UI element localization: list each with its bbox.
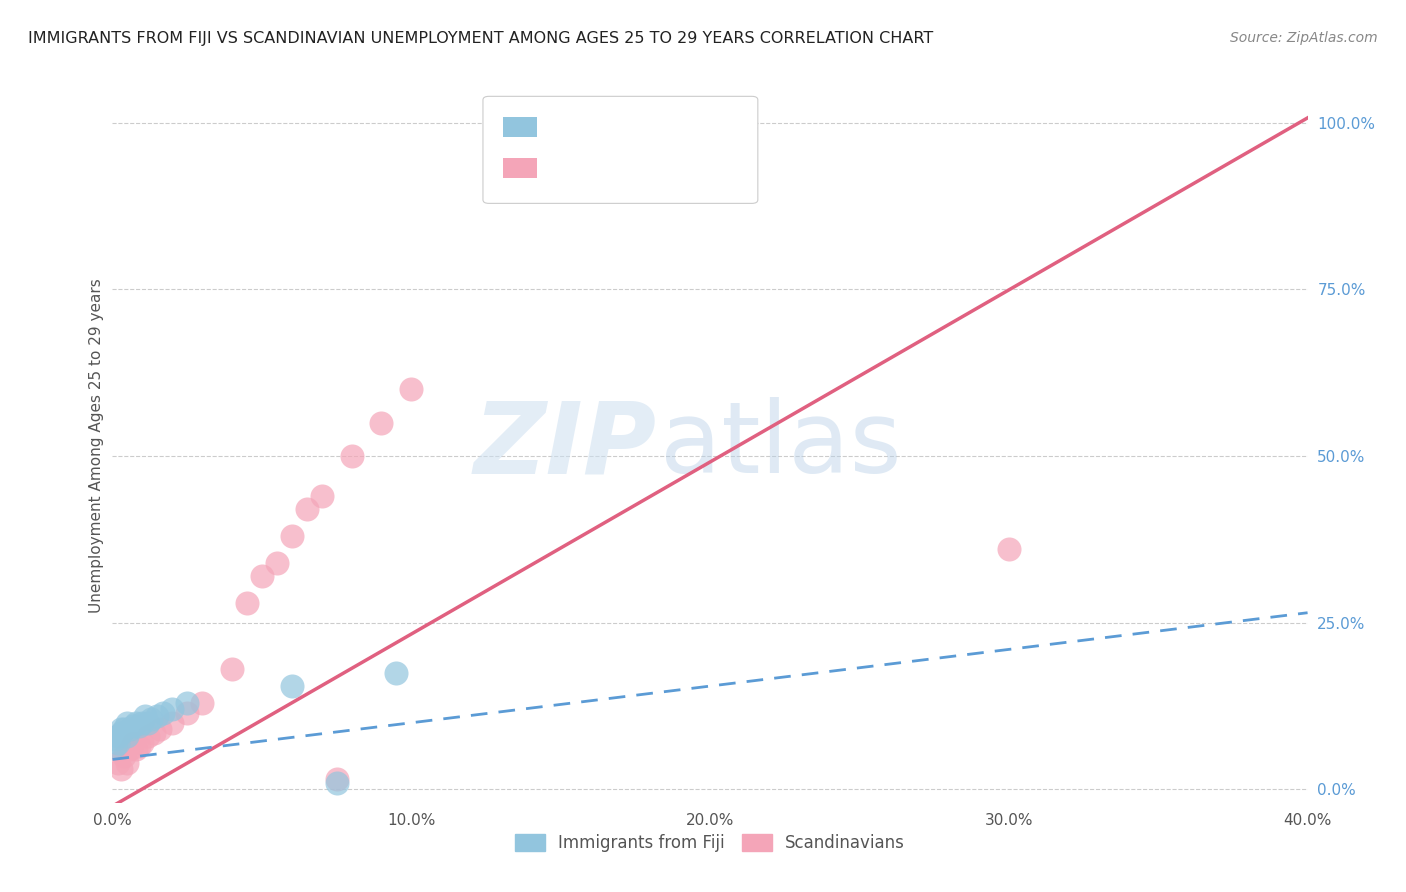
Point (281, 679, 304, 693)
Point (107, 756, 129, 770)
Point (125, 715, 148, 730)
Point (120, 723, 142, 737)
Y-axis label: Unemployment Among Ages 25 to 29 years: Unemployment Among Ages 25 to 29 years (89, 278, 104, 614)
Bar (503, 158, 537, 178)
Point (114, 749, 135, 764)
Text: 24: 24 (734, 118, 759, 136)
Point (104, 732, 127, 747)
Point (311, 489, 333, 503)
Point (125, 742, 148, 756)
Point (104, 739, 127, 753)
Point (107, 729, 129, 743)
Point (236, 596, 259, 610)
Point (998, 542, 1021, 557)
Text: R =: R = (551, 118, 588, 136)
Text: ZIP: ZIP (474, 398, 657, 494)
Point (146, 709, 169, 723)
Point (114, 723, 135, 737)
Point (122, 719, 145, 733)
Point (122, 736, 145, 750)
Point (266, 556, 288, 570)
FancyBboxPatch shape (484, 96, 758, 203)
Point (128, 719, 150, 733)
Point (325, 772, 347, 787)
Point (401, 382, 423, 396)
Text: N =: N = (675, 118, 723, 136)
Point (117, 729, 139, 743)
Point (138, 729, 160, 743)
Point (138, 715, 160, 730)
Point (221, 662, 243, 676)
Text: R =: R = (551, 159, 588, 177)
Text: Source: ZipAtlas.com: Source: ZipAtlas.com (1230, 31, 1378, 45)
Point (110, 723, 132, 737)
Point (162, 702, 183, 716)
Text: 27: 27 (734, 159, 759, 177)
Point (340, 449, 363, 463)
Point (385, 665, 408, 680)
Bar (503, 117, 537, 137)
Point (117, 715, 139, 730)
Point (152, 706, 174, 720)
Point (117, 756, 139, 770)
Point (281, 529, 304, 543)
Point (110, 725, 132, 739)
Point (295, 502, 318, 516)
Point (128, 739, 150, 753)
Point (176, 696, 198, 710)
Point (134, 709, 156, 723)
Text: IMMIGRANTS FROM FIJI VS SCANDINAVIAN UNEMPLOYMENT AMONG AGES 25 TO 29 YEARS CORR: IMMIGRANTS FROM FIJI VS SCANDINAVIAN UNE… (28, 31, 934, 46)
Point (149, 723, 172, 737)
Point (250, 569, 273, 583)
Point (176, 706, 198, 720)
Point (107, 736, 129, 750)
Text: 0.634: 0.634 (603, 159, 666, 177)
Point (325, 776, 347, 790)
Text: 0.131: 0.131 (603, 118, 666, 136)
Text: atlas: atlas (659, 398, 901, 494)
Point (143, 725, 166, 739)
Point (141, 713, 163, 727)
Point (162, 715, 183, 730)
Text: N =: N = (675, 159, 723, 177)
Point (131, 736, 153, 750)
Point (110, 763, 132, 777)
Point (191, 696, 214, 710)
Point (370, 416, 392, 430)
Point (131, 715, 153, 730)
Point (120, 742, 142, 756)
Legend: Immigrants from Fiji, Scandinavians: Immigrants from Fiji, Scandinavians (509, 827, 911, 859)
